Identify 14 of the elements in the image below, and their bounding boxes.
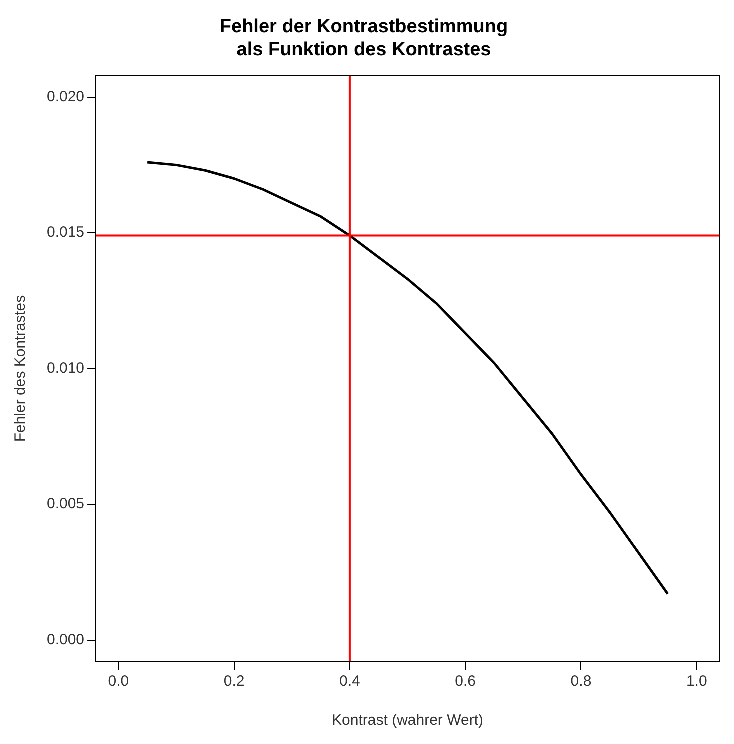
chart-title: Fehler der Kontrastbestimmung als Funktion des Kontrastes — [220, 16, 508, 60]
x-tick-label: 0.0 — [108, 673, 130, 690]
x-tick-label: 0.4 — [340, 673, 360, 690]
y-axis-title: Fehler des Kontrastes — [12, 295, 30, 442]
x-axis-title: Kontrast (wahrer Wert) — [332, 712, 484, 730]
x-tick-label: 0.8 — [570, 673, 592, 690]
y-tick-label: 0.020 — [46, 88, 85, 106]
y-tick-label: 0.000 — [46, 631, 85, 648]
x-tick-label: 0.2 — [224, 673, 245, 690]
y-tick-label: 0.010 — [46, 360, 85, 377]
x-tick-label: 1.0 — [686, 673, 708, 690]
y-tick-label: 0.005 — [46, 496, 85, 513]
x-tick-label: 0.6 — [455, 673, 476, 690]
y-tick-label: 0.015 — [46, 224, 85, 242]
